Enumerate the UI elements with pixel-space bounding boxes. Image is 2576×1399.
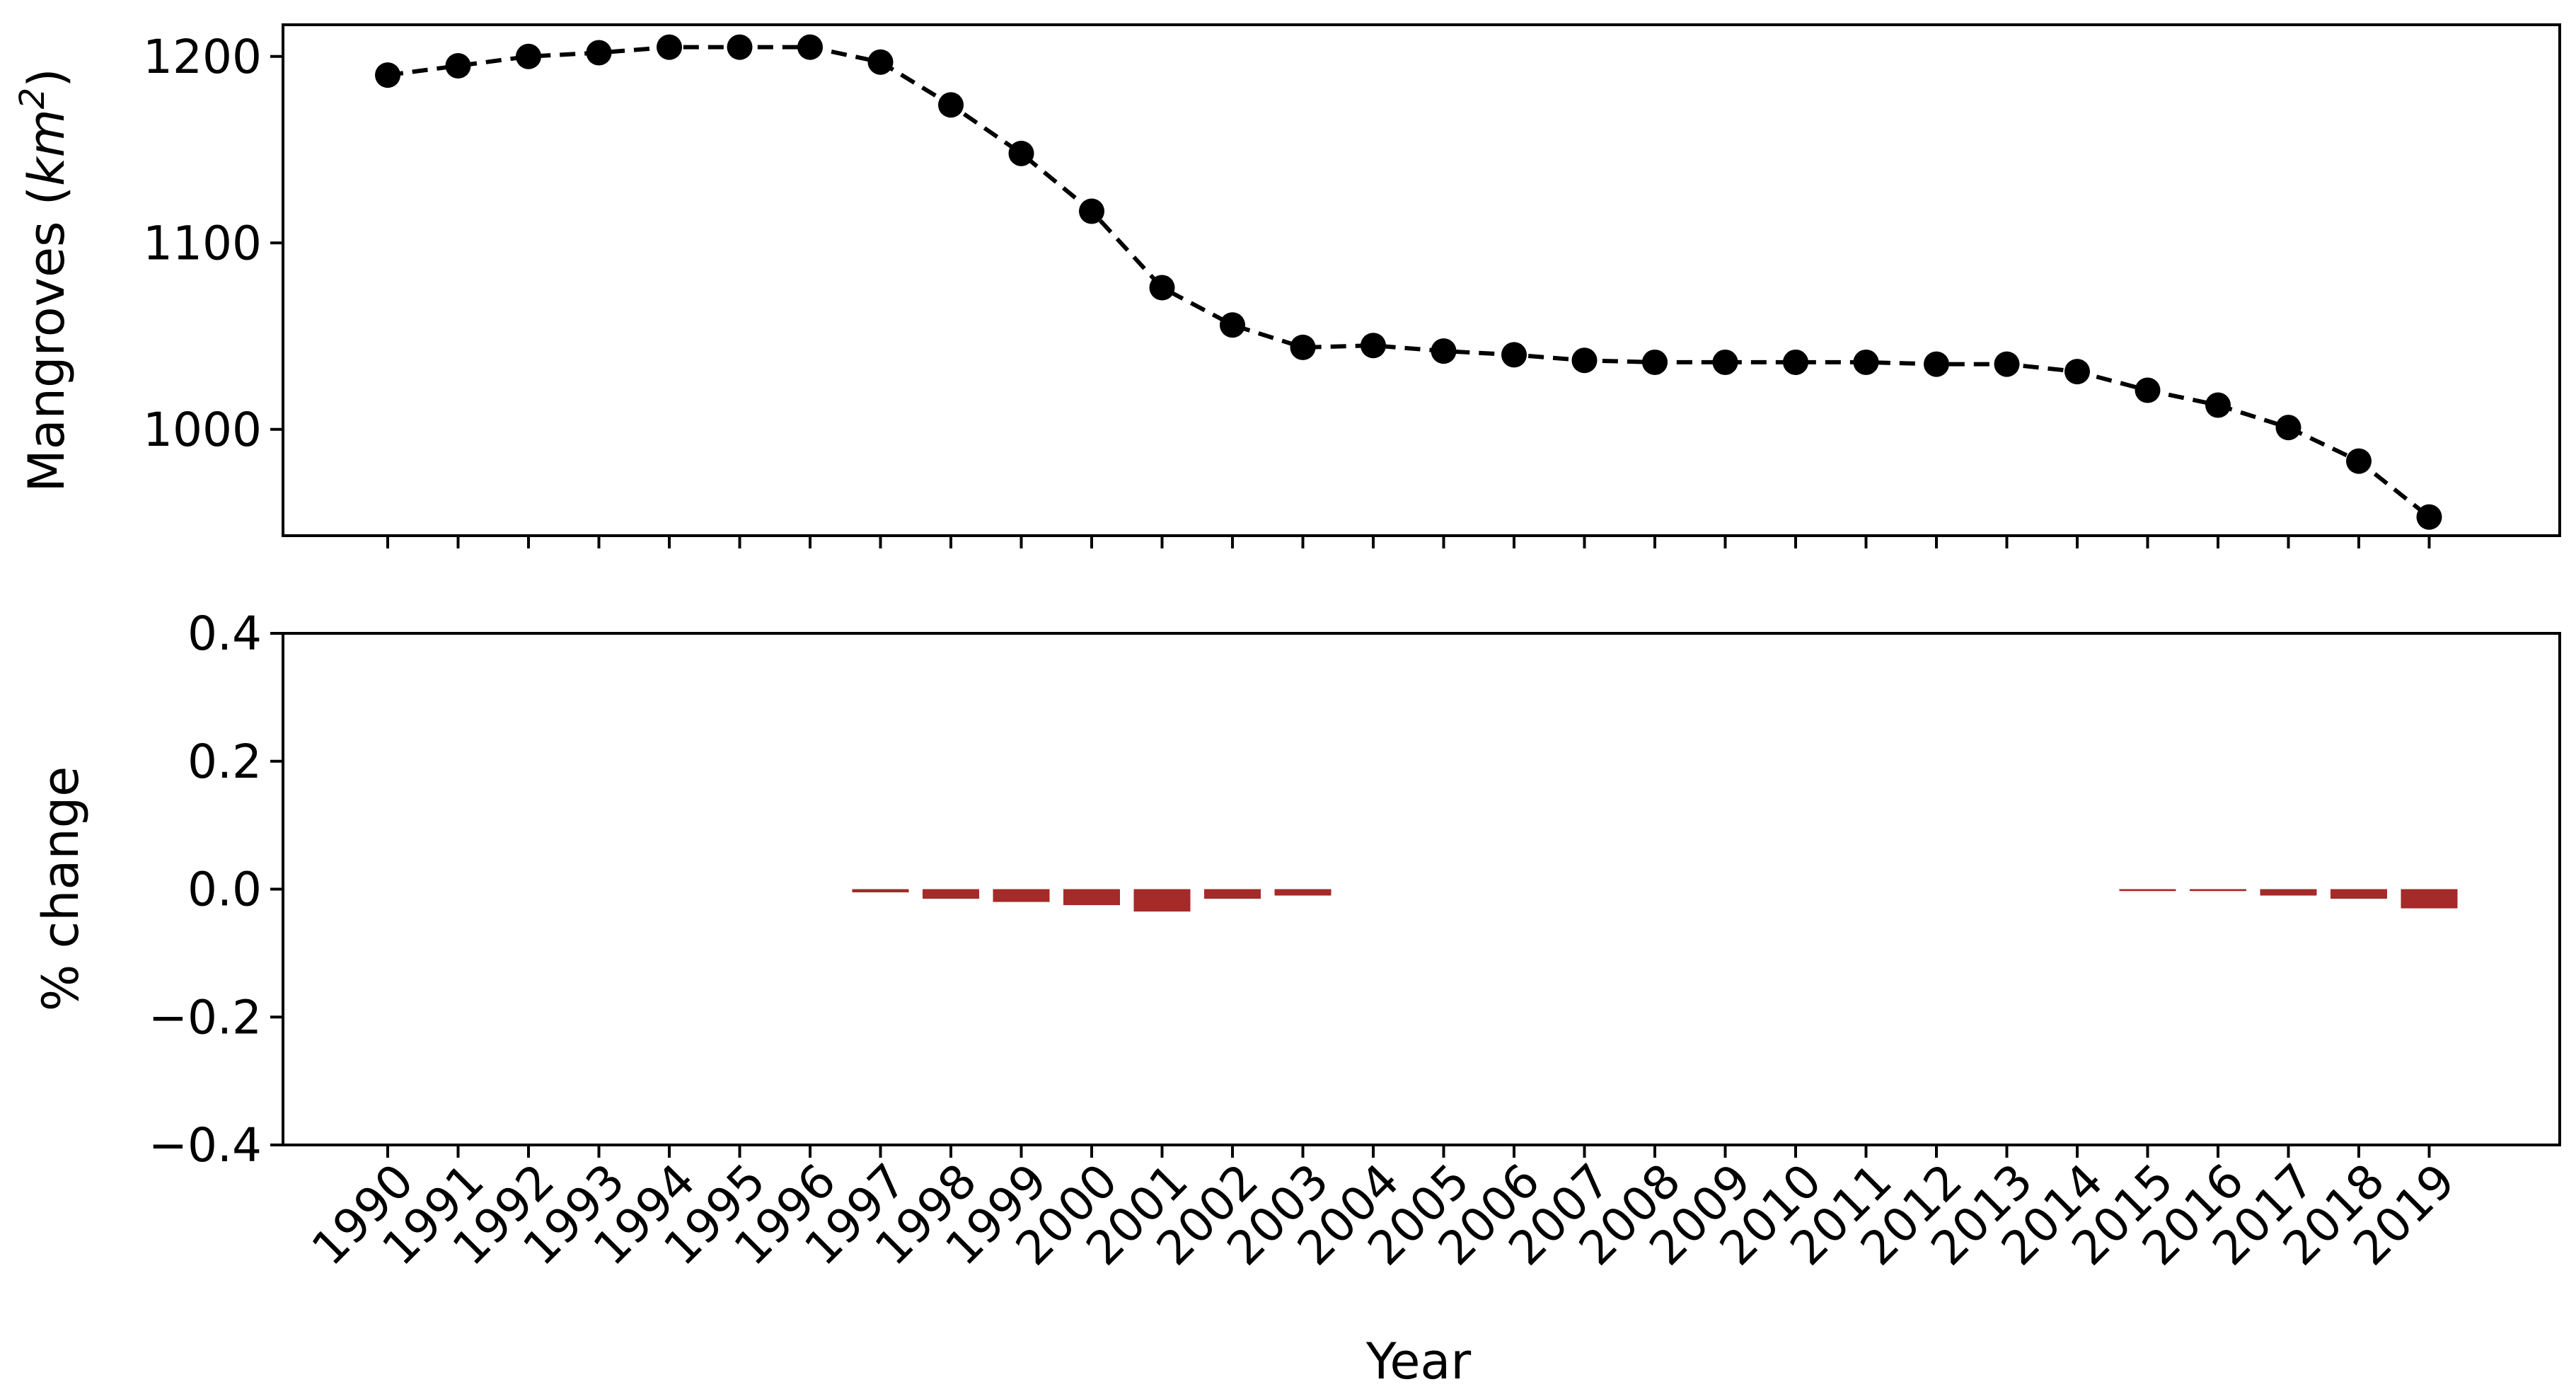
mangrove-data-point bbox=[1501, 342, 1527, 368]
mangrove-data-point bbox=[1783, 349, 1808, 375]
mangroves-line-panel: 1000 1100 1200 Mangroves (km2) bbox=[13, 23, 2561, 548]
mangrove-data-point bbox=[2064, 359, 2090, 385]
bottom-y-tick-label: 0.4 bbox=[187, 606, 262, 661]
mangrove-data-point bbox=[867, 49, 894, 75]
mangrove-data-point bbox=[1712, 349, 1738, 375]
percent-change-bar bbox=[2260, 889, 2317, 896]
percent-change-bar bbox=[2330, 889, 2387, 899]
bottom-x-axis: 1990199119921993199419951996199719981999… bbox=[301, 1145, 2466, 1276]
mangrove-data-point bbox=[1079, 198, 1104, 224]
mangrove-data-point bbox=[1571, 347, 1598, 374]
percent-change-bar bbox=[1274, 889, 1332, 896]
percent-change-bar bbox=[1204, 889, 1261, 899]
percent-change-bar bbox=[923, 889, 979, 899]
bottom-y-tick-label: −0.2 bbox=[149, 990, 262, 1044]
mangrove-data-point bbox=[2416, 504, 2442, 530]
percent-change-bar-panel: 0.4 0.2 0.0 −0.2 −0.4 1990199119921993199419… bbox=[32, 606, 2561, 1391]
top-y-axis: 1000 1100 1200 bbox=[143, 30, 283, 457]
mangrove-data-point bbox=[445, 52, 471, 79]
mangrove-data-point bbox=[2205, 392, 2231, 418]
percent-change-bar bbox=[2190, 889, 2246, 892]
bottom-y-axis-title: % change bbox=[32, 766, 90, 1011]
mangrove-data-point bbox=[1853, 349, 1879, 375]
top-plot-frame bbox=[282, 23, 2561, 537]
top-y-tick-label: 1000 bbox=[143, 403, 262, 457]
percent-change-bar bbox=[2119, 889, 2176, 892]
mangrove-data-point bbox=[727, 34, 753, 60]
mangrove-data-point bbox=[2346, 448, 2372, 474]
top-y-tick-label: 1100 bbox=[143, 216, 262, 270]
mangrove-data-point bbox=[1220, 312, 1245, 338]
mangrove-data-point bbox=[1149, 275, 1175, 301]
mangrove-data-point bbox=[1361, 333, 1386, 359]
top-x-ticks bbox=[386, 536, 2431, 548]
mangrove-data-point bbox=[2275, 415, 2301, 441]
mangrove-data-point bbox=[1642, 349, 1668, 375]
mangrove-data-point bbox=[938, 92, 964, 118]
top-plot-area bbox=[375, 34, 2442, 530]
percent-change-bar bbox=[1063, 889, 1120, 906]
percent-change-bar bbox=[2401, 889, 2458, 909]
mangrove-data-point bbox=[1924, 351, 1949, 377]
bottom-plot-area bbox=[852, 889, 2458, 912]
percent-change-bar bbox=[852, 889, 909, 893]
mangrove-data-point bbox=[797, 34, 823, 60]
mangrove-data-point bbox=[2135, 377, 2161, 403]
mangrove-data-point bbox=[1431, 338, 1457, 364]
bottom-y-axis: 0.4 0.2 0.0 −0.2 −0.4 bbox=[149, 606, 283, 1173]
percent-change-bar bbox=[1133, 889, 1191, 912]
mangrove-data-point bbox=[516, 43, 541, 69]
mangrove-data-point bbox=[657, 34, 682, 60]
bottom-y-tick-label: 0.2 bbox=[187, 735, 262, 789]
mangrove-data-point bbox=[1994, 351, 2020, 377]
x-axis-title: Year bbox=[1365, 1332, 1471, 1391]
bottom-y-tick-label: −0.4 bbox=[149, 1118, 262, 1173]
bottom-y-tick-label: 0.0 bbox=[187, 863, 262, 917]
mangrove-data-point bbox=[1008, 140, 1034, 166]
mangrove-data-point bbox=[586, 40, 612, 66]
mangrove-data-point bbox=[375, 62, 400, 88]
top-y-tick-label: 1200 bbox=[143, 30, 262, 84]
mangrove-series-line bbox=[387, 45, 2431, 519]
percent-change-bar bbox=[993, 889, 1050, 902]
top-y-axis-title: Mangroves (km2) bbox=[13, 68, 76, 492]
mangrove-data-point bbox=[1290, 334, 1316, 360]
